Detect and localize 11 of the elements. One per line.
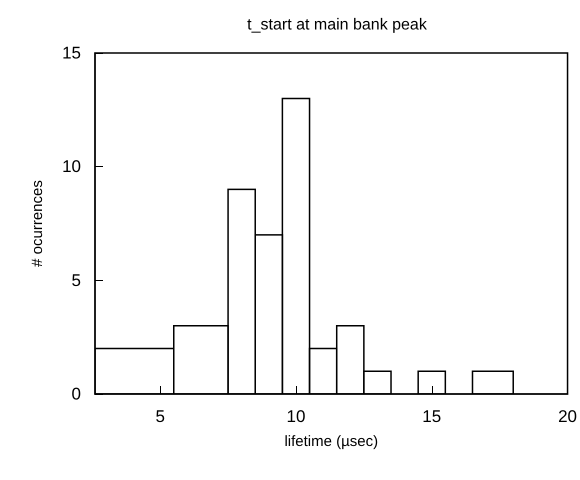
chart-title: t_start at main bank peak: [247, 16, 428, 34]
y-tick-label: 10: [62, 157, 81, 176]
y-tick-label: 5: [72, 270, 81, 290]
y-axis-title: # ocurrences: [29, 180, 46, 267]
x-tick-label: 20: [558, 407, 578, 426]
x-axis-title: lifetime (µsec): [284, 433, 378, 450]
x-tick-label: 5: [155, 407, 165, 426]
y-tick-label: 15: [62, 44, 81, 62]
x-tick-label: 10: [286, 407, 306, 426]
x-tick-label: 15: [422, 407, 442, 426]
y-tick-label: 0: [72, 384, 81, 404]
